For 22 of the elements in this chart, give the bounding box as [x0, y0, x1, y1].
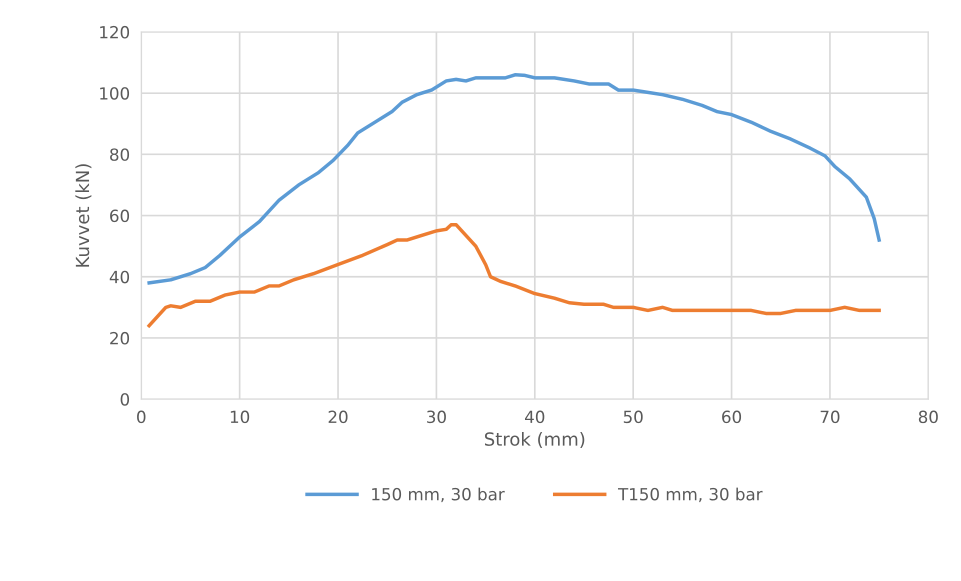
line-series — [147, 222, 881, 328]
x-axis-title: Strok (mm) — [484, 432, 584, 448]
x-tick-label: 50 — [624, 410, 643, 424]
x-tick-label: 40 — [525, 410, 544, 424]
y-tick-label: 60 — [110, 210, 130, 222]
x-tick-label: 0 — [137, 410, 146, 424]
legend-label: 150 mm, 30 bar — [372, 488, 505, 502]
x-tick-label: 60 — [722, 410, 742, 424]
y-tick-label: 40 — [110, 270, 130, 284]
x-tick-label: 10 — [230, 410, 250, 424]
y-tick-label: 100 — [100, 87, 130, 100]
legend-label: T150 mm, 30 bar — [618, 488, 763, 502]
y-tick-label: 20 — [110, 332, 130, 345]
x-tick-label: 20 — [328, 410, 348, 424]
y-tick-label: 0 — [120, 393, 130, 406]
x-tick-label: 70 — [820, 410, 840, 424]
x-tick-label: 80 — [918, 410, 938, 424]
line-series — [147, 73, 881, 285]
x-tick-label: 30 — [427, 410, 446, 424]
y-tick-label: 80 — [110, 148, 130, 161]
y-axis-title: Kuvvet (kN) — [75, 164, 92, 267]
y-tick-label: 120 — [100, 26, 130, 39]
